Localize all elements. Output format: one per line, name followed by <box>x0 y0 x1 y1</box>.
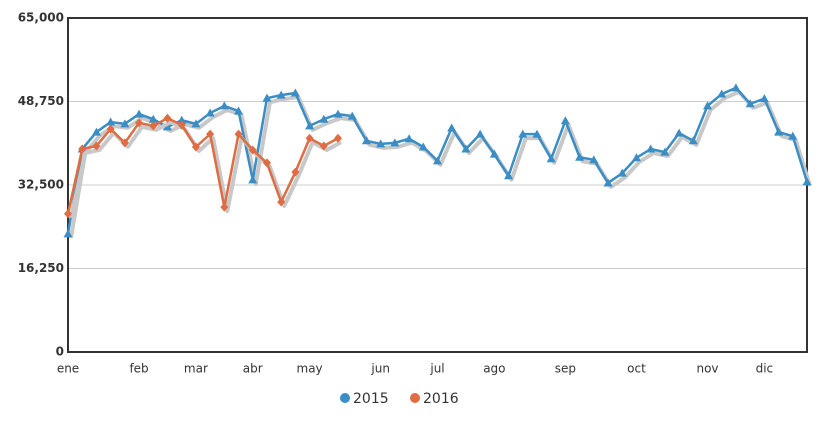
point-marker <box>177 120 186 130</box>
point-marker <box>404 134 414 143</box>
point-marker <box>532 129 542 138</box>
point-marker <box>277 197 286 207</box>
point-marker <box>731 83 741 92</box>
line-shadow <box>69 89 812 239</box>
x-tick-label: abr <box>243 362 263 376</box>
point-marker <box>290 88 300 97</box>
point-marker <box>546 154 556 163</box>
point-marker <box>92 141 101 151</box>
y-tick-label: 16,250 <box>18 261 64 275</box>
point-marker <box>361 136 371 145</box>
point-marker <box>575 152 585 161</box>
legend-marker <box>410 393 420 403</box>
point-marker <box>305 121 315 130</box>
point-marker <box>504 171 514 180</box>
x-tick-label: feb <box>129 362 148 376</box>
x-tick-label: jul <box>429 362 444 376</box>
point-marker <box>162 122 172 131</box>
point-marker <box>461 144 471 153</box>
x-tick-label: may <box>297 362 323 376</box>
point-marker <box>774 127 784 136</box>
point-marker <box>418 142 428 151</box>
point-marker <box>106 117 116 126</box>
point-marker <box>191 142 200 152</box>
point-marker <box>248 175 258 184</box>
legend-marker <box>340 393 350 403</box>
point-marker <box>433 156 442 165</box>
point-marker <box>262 93 272 102</box>
point-marker <box>475 129 485 138</box>
legend-label: 2016 <box>423 391 459 407</box>
point-marker <box>347 111 357 120</box>
x-tick-label: dic <box>756 362 774 376</box>
point-marker <box>148 114 158 123</box>
x-tick-label: jun <box>370 362 390 376</box>
point-marker <box>802 177 812 186</box>
y-tick-label: 0 <box>56 345 64 359</box>
point-marker <box>134 109 144 118</box>
x-tick-label: sep <box>555 362 576 376</box>
point-marker <box>120 138 129 148</box>
point-marker <box>291 167 300 177</box>
point-marker <box>106 124 115 134</box>
point-marker <box>205 108 215 117</box>
point-marker <box>717 89 727 98</box>
point-marker <box>319 141 328 151</box>
y-tick-label: 32,500 <box>18 178 64 192</box>
point-marker <box>560 116 570 125</box>
point-marker <box>91 127 101 136</box>
point-marker <box>163 113 172 123</box>
point-marker <box>63 229 73 238</box>
legend-label: 2015 <box>353 391 389 407</box>
point-marker <box>376 139 386 148</box>
point-marker <box>248 145 257 155</box>
point-marker <box>135 118 144 128</box>
point-marker <box>262 158 271 168</box>
point-marker <box>674 128 684 137</box>
point-marker <box>78 144 87 154</box>
point-marker <box>234 106 244 115</box>
x-tick-label: oct <box>627 362 646 376</box>
point-marker <box>305 133 314 143</box>
point-marker <box>276 90 286 99</box>
point-marker <box>234 129 243 139</box>
point-marker <box>219 101 229 110</box>
point-marker <box>589 155 599 164</box>
point-marker <box>646 144 656 153</box>
point-marker <box>759 94 769 103</box>
point-marker <box>334 133 343 143</box>
x-tick-label: mar <box>184 362 208 376</box>
point-marker <box>688 136 698 145</box>
point-marker <box>390 138 400 147</box>
point-marker <box>703 101 713 110</box>
y-tick-label: 48,750 <box>18 94 64 108</box>
point-marker <box>603 178 613 187</box>
point-marker <box>631 153 641 162</box>
x-tick-label: ago <box>483 362 505 376</box>
series-line <box>66 116 339 215</box>
point-marker <box>617 168 627 177</box>
point-marker <box>745 99 755 108</box>
point-marker <box>660 147 670 156</box>
point-marker <box>788 131 798 140</box>
point-marker <box>489 149 499 158</box>
point-marker <box>333 109 343 118</box>
point-marker <box>149 121 158 131</box>
point-marker <box>220 202 229 212</box>
point-marker <box>447 123 457 132</box>
point-marker <box>177 115 187 124</box>
point-marker <box>64 209 72 219</box>
point-marker <box>120 119 130 128</box>
point-marker <box>319 114 329 123</box>
point-marker <box>206 129 215 139</box>
y-tick-label: 65,000 <box>18 11 64 25</box>
point-marker <box>191 119 201 128</box>
x-tick-label: ene <box>57 362 79 376</box>
point-marker <box>518 129 528 138</box>
x-tick-label: nov <box>696 362 718 376</box>
